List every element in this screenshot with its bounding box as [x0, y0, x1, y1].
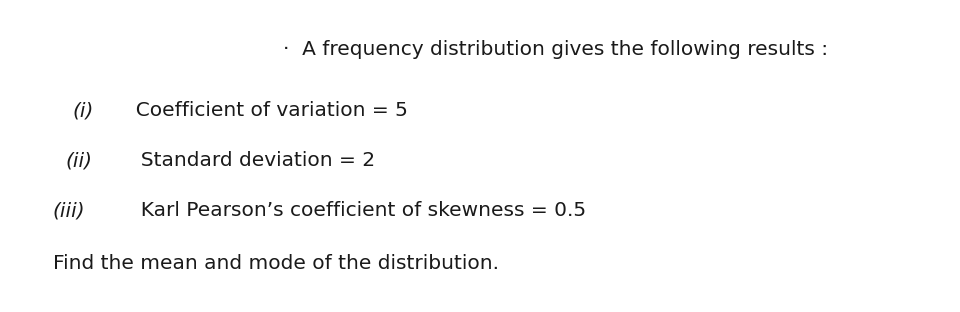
- Text: ·  A frequency distribution gives the following results :: · A frequency distribution gives the fol…: [283, 41, 828, 59]
- Text: Standard deviation = 2: Standard deviation = 2: [128, 151, 374, 170]
- Text: Coefficient of variation = 5: Coefficient of variation = 5: [123, 101, 408, 120]
- Text: Karl Pearson’s coefficient of skewness = 0.5: Karl Pearson’s coefficient of skewness =…: [128, 201, 586, 220]
- Text: (iii): (iii): [53, 201, 85, 220]
- Text: (ii): (ii): [65, 151, 92, 170]
- Text: (i): (i): [72, 101, 93, 120]
- Text: Find the mean and mode of the distribution.: Find the mean and mode of the distributi…: [53, 254, 499, 273]
